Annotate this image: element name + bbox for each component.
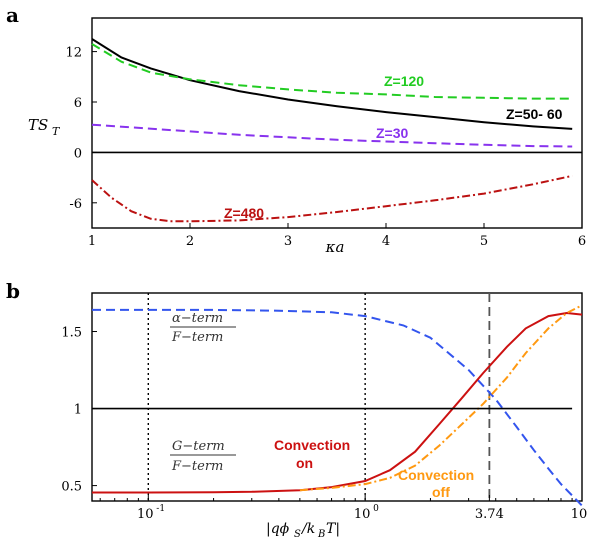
x-tick-label: 6 xyxy=(578,234,586,249)
series-line-a-3 xyxy=(91,174,573,223)
x-tick-label: 1 xyxy=(88,234,96,249)
alpha-term-numerator: α−term xyxy=(172,311,223,326)
alpha-term-denominator: F−term xyxy=(171,330,223,345)
y-tick-label: 0 xyxy=(74,146,82,161)
g-term-denominator: F−term xyxy=(171,459,223,474)
panel-b-xlabel: |qϕ S /k B T| xyxy=(266,521,340,537)
svg-text:T: T xyxy=(52,125,61,138)
panel-a-frame xyxy=(91,17,583,229)
x-tick-label: 4 xyxy=(382,234,390,249)
y-tick-label: -6 xyxy=(69,197,82,212)
svg-text:S: S xyxy=(294,529,301,537)
x-tick-label: 10 xyxy=(137,507,154,522)
svg-text:T|: T| xyxy=(326,521,340,537)
y-tick-label: 12 xyxy=(65,46,82,61)
panel-a-series xyxy=(91,38,573,223)
panel-b-frame xyxy=(91,292,583,502)
series-line-a-0 xyxy=(91,38,573,130)
label-z480: Z=480 xyxy=(224,205,264,221)
x-tick-label: 5 xyxy=(480,234,488,249)
panel-a-xlabel: κa xyxy=(325,238,345,256)
series-line-b-1 xyxy=(92,311,583,494)
panel-a-ylabel: TS T xyxy=(28,116,61,138)
panel-a-letter: a xyxy=(6,3,19,27)
x-tick-label: 2 xyxy=(186,234,194,249)
label-z50-60: Z=50- 60 xyxy=(506,106,563,122)
g-term-fraction: G−term F−term xyxy=(170,439,236,474)
y-tick-label: 6 xyxy=(74,96,82,111)
x-tick-label: 10 xyxy=(571,507,588,522)
svg-text:TS: TS xyxy=(28,116,48,134)
svg-text:/k: /k xyxy=(300,521,315,537)
y-tick-label: 1 xyxy=(74,403,82,418)
series-line-a-2 xyxy=(91,123,573,148)
label-z30: Z=30 xyxy=(376,125,409,141)
svg-text:|qϕ: |qϕ xyxy=(266,521,290,537)
convection-on-label-line2: on xyxy=(296,455,313,471)
x-tick-exponent: -1 xyxy=(156,504,165,514)
panel-b-letter: b xyxy=(6,279,20,303)
panel-b-series xyxy=(92,304,583,507)
x-tick-label: 3.74 xyxy=(475,507,504,522)
convection-on-label-line1: Convection xyxy=(274,437,350,453)
x-tick-label: 3 xyxy=(284,234,292,249)
x-tick-label: 10 xyxy=(354,507,371,522)
series-line-b-2 xyxy=(299,304,583,492)
convection-off-label-line1: Convection xyxy=(398,467,474,483)
convection-off-label-line2: off xyxy=(432,484,450,500)
g-term-numerator: G−term xyxy=(172,439,225,454)
label-z120: Z=120 xyxy=(384,73,424,89)
series-line-b-0 xyxy=(92,308,583,507)
svg-text:B: B xyxy=(317,529,325,537)
x-tick-exponent: 0 xyxy=(373,504,379,514)
y-tick-label: 0.5 xyxy=(61,480,82,495)
series-line-a-1 xyxy=(91,43,573,100)
y-tick-label: 1.5 xyxy=(61,326,82,341)
alpha-term-fraction: α−term F−term xyxy=(170,311,236,345)
